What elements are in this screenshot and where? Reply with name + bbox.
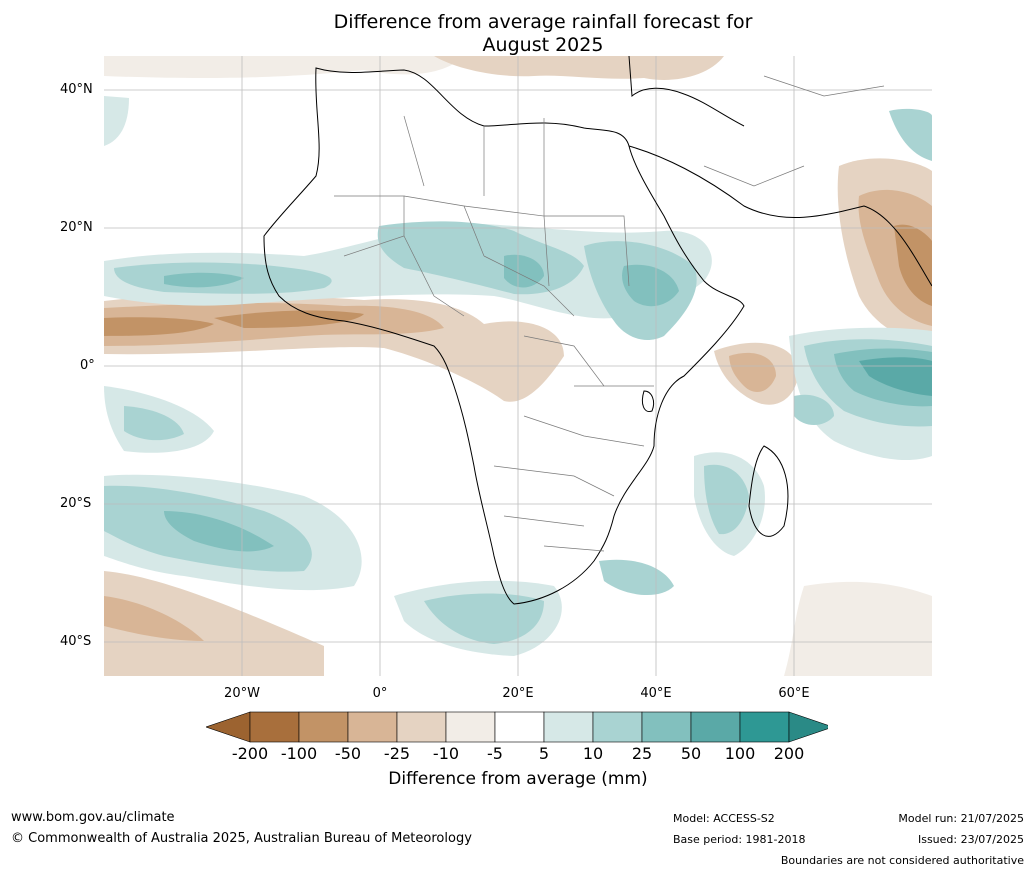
lon-label-40e: 40°E xyxy=(640,686,672,701)
colorbar-cell xyxy=(347,711,398,743)
colorbar-cell xyxy=(592,711,643,743)
colorbar-cell xyxy=(641,711,692,743)
colorbar-cell xyxy=(543,711,594,743)
footer-issued: Issued: 23/07/2025 xyxy=(917,833,1024,846)
graticule xyxy=(104,56,932,676)
footer-url: www.bom.gov.au/climate xyxy=(11,810,175,825)
colorbar-tick-label: -10 xyxy=(432,744,460,763)
footer-model: Model: ACCESS-S2 xyxy=(673,812,775,825)
map-title-line-1: Difference from average rainfall forecas… xyxy=(333,11,753,33)
footer-base-period: Base period: 1981-2018 xyxy=(673,833,806,846)
lat-label-20s: 20°S xyxy=(60,496,92,511)
country-borders xyxy=(334,75,885,552)
map-canvas xyxy=(104,56,932,676)
lon-label-0: 0° xyxy=(372,686,388,701)
lat-label-equator: 0° xyxy=(80,358,95,373)
colorbar-tick-label: 100 xyxy=(724,744,756,763)
colorbar-extend-low xyxy=(206,711,251,743)
colorbar-cell xyxy=(396,711,447,743)
lon-label-20w: 20°W xyxy=(224,686,260,701)
colorbar-cell xyxy=(690,711,741,743)
footer-model-run: Model run: 21/07/2025 xyxy=(898,812,1024,825)
colorbar-tick-label: -5 xyxy=(487,744,503,763)
colorbar-tick-label: -25 xyxy=(383,744,411,763)
lat-label-40n: 40°N xyxy=(60,82,93,97)
lon-label-60e: 60°E xyxy=(778,686,810,701)
colorbar-tick-label: 25 xyxy=(631,744,653,763)
lat-label-40s: 40°S xyxy=(60,634,92,649)
colorbar-extend-high xyxy=(788,711,828,743)
lat-label-20n: 20°N xyxy=(60,220,93,235)
coastline xyxy=(263,56,932,605)
colorbar-tick-label: 50 xyxy=(680,744,702,763)
colorbar-cell xyxy=(298,711,349,743)
map-title-line-2: August 2025 xyxy=(482,34,604,56)
rainfall-anomaly-map xyxy=(104,56,932,676)
dry-anomaly-regions xyxy=(104,56,932,676)
colorbar-title: Difference from average (mm) xyxy=(388,769,648,789)
colorbar-tick-label: 5 xyxy=(538,744,550,763)
footer-boundaries-note: Boundaries are not considered authoritat… xyxy=(780,854,1024,867)
colorbar-tick-label: -200 xyxy=(231,744,269,763)
footer-copyright: © Commonwealth of Australia 2025, Austra… xyxy=(11,831,472,846)
colorbar-cell xyxy=(445,711,496,743)
lon-label-20e: 20°E xyxy=(502,686,534,701)
colorbar-tick-label: -100 xyxy=(280,744,318,763)
colorbar-cell xyxy=(739,711,790,743)
colorbar-tick-label: 200 xyxy=(773,744,805,763)
colorbar-cell xyxy=(494,711,545,743)
colorbar-tick-label: 10 xyxy=(582,744,604,763)
colorbar-tick-label: -50 xyxy=(334,744,362,763)
colorbar xyxy=(206,711,828,743)
colorbar-cell xyxy=(249,711,300,743)
